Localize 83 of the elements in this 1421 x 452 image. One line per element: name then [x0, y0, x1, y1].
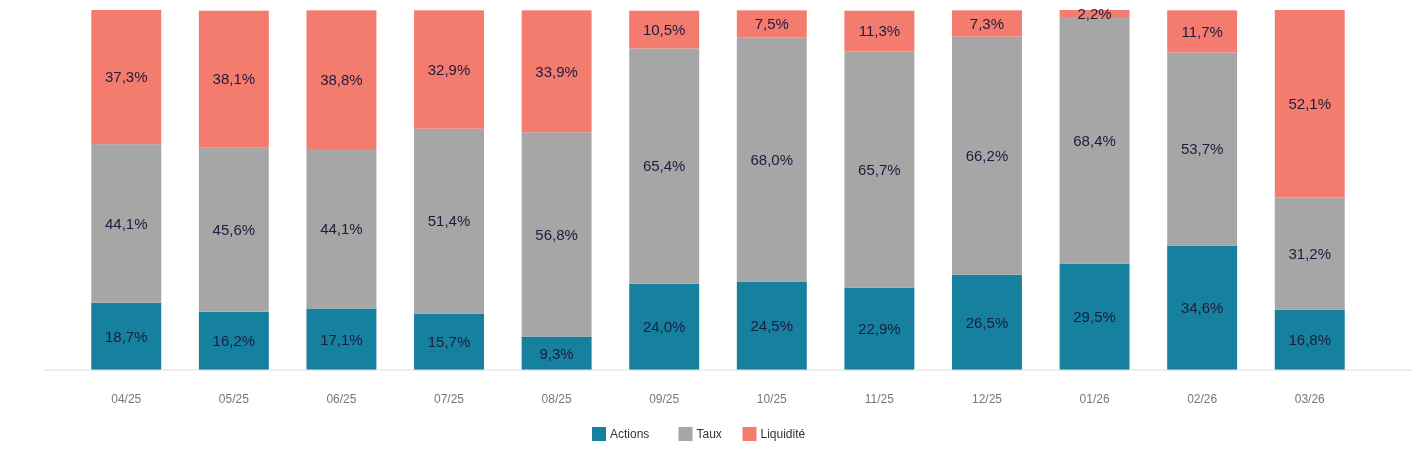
data-label: 68,0%	[750, 150, 794, 168]
x-tick-label: 05/25	[218, 392, 250, 406]
data-label: 24,5%	[750, 317, 794, 335]
data-label: 65,4%	[642, 157, 686, 175]
x-tick-label: 04/25	[111, 392, 142, 406]
legend-label: Taux	[696, 427, 722, 442]
data-label: 44,1%	[104, 214, 148, 232]
data-label: 16,8%	[1288, 331, 1332, 349]
bar	[198, 10, 269, 148]
bar	[736, 37, 807, 282]
bar	[91, 302, 162, 370]
bar	[1167, 245, 1238, 370]
data-label: 26,5%	[965, 313, 1009, 331]
data-label: 38,1%	[212, 70, 256, 88]
x-tick-label: 01/26	[1079, 392, 1110, 406]
bar	[521, 10, 592, 133]
x-tick-label: 11/25	[864, 392, 895, 406]
bar	[629, 283, 700, 370]
bar	[736, 10, 807, 38]
bar	[952, 36, 1022, 275]
data-label: 66,2%	[965, 146, 1009, 164]
data-label: 16,2%	[212, 332, 256, 350]
bar	[1167, 10, 1238, 53]
bar	[306, 308, 377, 370]
bar	[736, 281, 807, 370]
data-label: 17,1%	[320, 330, 363, 348]
x-tick-label: 02/26	[1187, 392, 1218, 406]
data-label: 15,7%	[427, 333, 471, 351]
x-tick-label: 06/25	[326, 392, 357, 406]
data-label: 9,3%	[539, 344, 574, 362]
data-label: 34,6%	[1180, 299, 1224, 317]
data-label: 53,7%	[1180, 140, 1224, 158]
bar	[198, 311, 269, 370]
bar	[1274, 197, 1345, 310]
bar	[91, 10, 162, 145]
data-label: 38,8%	[320, 71, 363, 89]
bar	[844, 287, 915, 370]
x-tick-label: 03/26	[1294, 392, 1326, 406]
data-label: 44,1%	[320, 220, 363, 238]
data-label: 7,3%	[969, 14, 1005, 32]
data-label: 10,5%	[642, 20, 686, 38]
x-tick-label: 07/25	[434, 392, 465, 406]
bar	[1274, 10, 1345, 198]
bar	[91, 144, 162, 303]
x-tick-label: 09/25	[649, 392, 680, 406]
data-label: 56,8%	[535, 225, 578, 243]
bar	[1167, 52, 1238, 246]
bar	[1274, 309, 1345, 370]
data-label: 51,4%	[427, 212, 471, 230]
data-label: 11,7%	[1181, 22, 1223, 40]
bar	[198, 147, 269, 312]
data-label: 65,7%	[858, 160, 901, 178]
bar	[629, 48, 700, 284]
data-label: 29,5%	[1073, 308, 1116, 326]
data-label: 52,1%	[1288, 94, 1332, 112]
x-tick-label: 10/25	[756, 392, 788, 406]
bar	[521, 132, 592, 337]
bar	[1059, 263, 1130, 370]
data-label: 45,6%	[212, 220, 256, 238]
bar	[844, 10, 915, 52]
data-label: 37,3%	[104, 68, 148, 86]
data-label: 24,0%	[642, 318, 686, 336]
data-label: 2,2%	[1077, 5, 1112, 23]
x-tick-label: 08/25	[541, 392, 572, 406]
data-label: 33,9%	[535, 62, 578, 80]
bar	[952, 10, 1022, 37]
data-label: 11,3%	[858, 22, 901, 40]
bar	[952, 274, 1022, 370]
bar	[414, 10, 484, 129]
data-label: 18,7%	[104, 327, 148, 345]
legend-label: Liquidité	[760, 427, 806, 442]
bar	[306, 10, 377, 150]
data-label: 68,4%	[1073, 132, 1116, 150]
x-tick-label: 12/25	[971, 392, 1003, 406]
bar	[414, 313, 484, 370]
bar	[306, 149, 377, 309]
data-label: 7,5%	[754, 15, 789, 33]
data-label: 31,2%	[1288, 244, 1332, 262]
data-label: 32,9%	[427, 60, 471, 78]
bar	[844, 51, 915, 288]
bar	[414, 128, 484, 314]
legend-label: Actions	[610, 427, 650, 442]
data-label: 22,9%	[858, 320, 901, 338]
